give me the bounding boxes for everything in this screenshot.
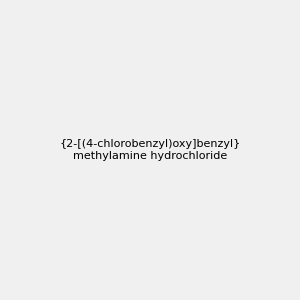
- Text: {2-[(4-chlorobenzyl)oxy]benzyl}
methylamine hydrochloride: {2-[(4-chlorobenzyl)oxy]benzyl} methylam…: [59, 139, 241, 161]
